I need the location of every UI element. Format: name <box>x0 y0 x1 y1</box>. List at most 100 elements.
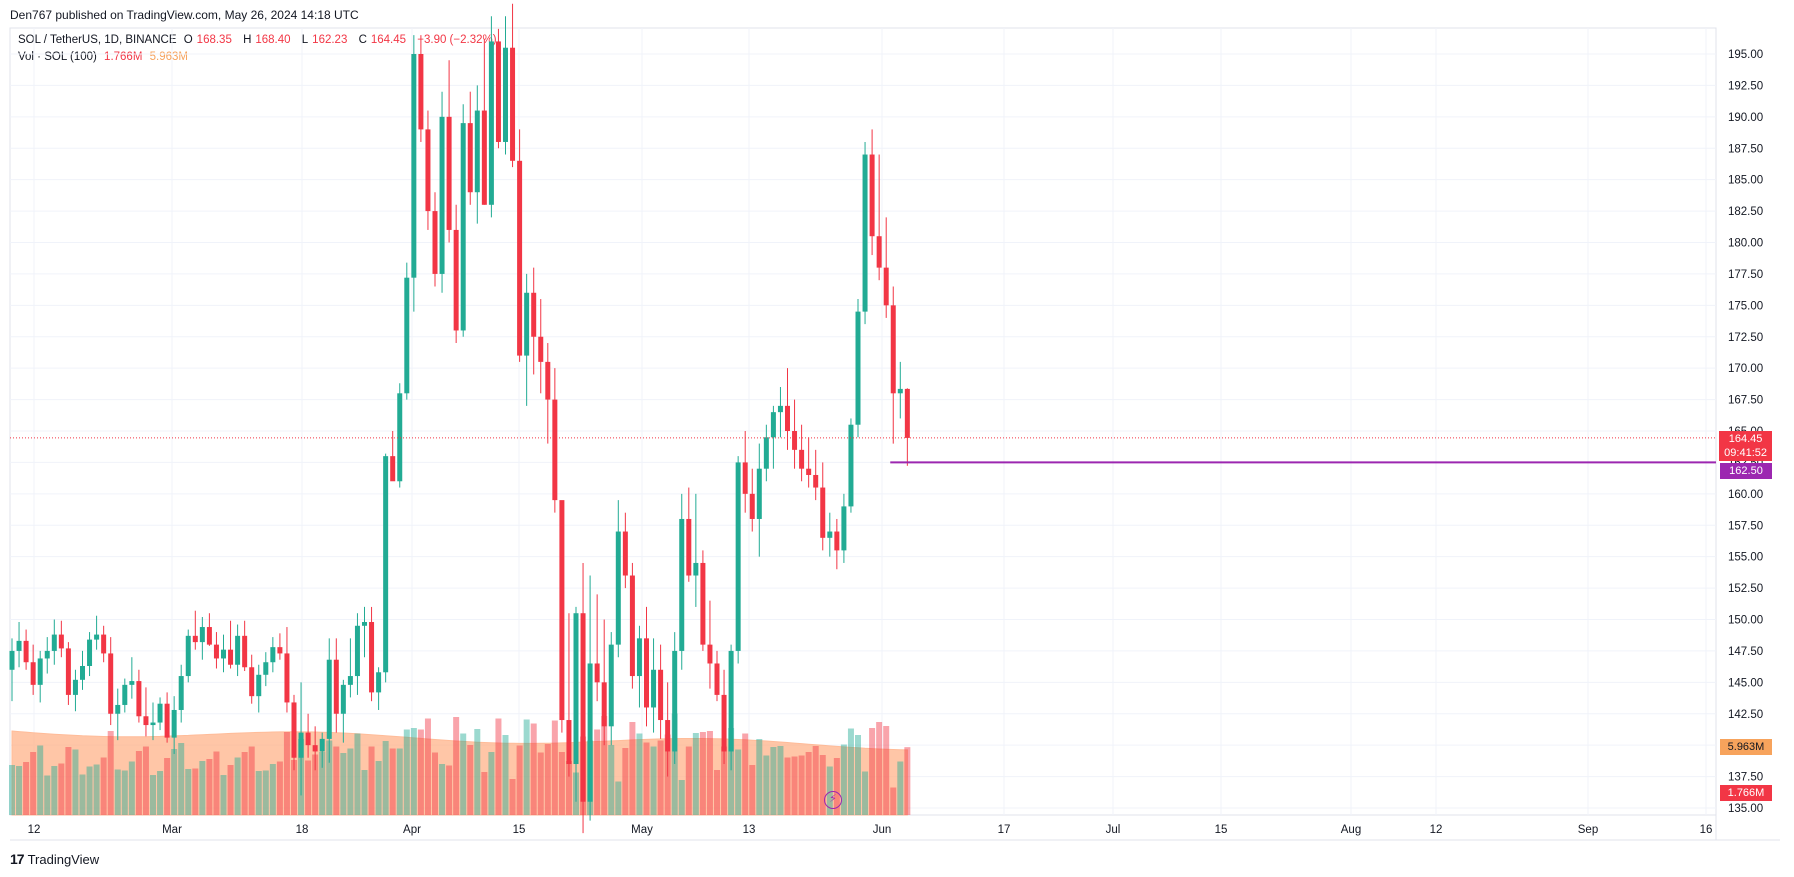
candle-body <box>622 531 628 576</box>
candle-body <box>665 720 671 752</box>
candle-body <box>347 676 353 685</box>
candle-body <box>185 635 191 677</box>
candle-body <box>319 738 325 752</box>
volume-bar <box>319 752 326 815</box>
candle-body <box>693 562 699 576</box>
x-tick-label: 13 <box>743 824 756 836</box>
candle-body <box>672 650 678 752</box>
candle-body <box>517 160 523 356</box>
candle-body <box>848 424 854 507</box>
candle-body <box>298 732 304 758</box>
volume-bar <box>763 755 770 815</box>
candle-body <box>580 613 586 802</box>
volume-bar <box>368 746 375 815</box>
change-value: −3.90 (−2.32%) <box>417 34 497 46</box>
candle-body <box>559 500 565 721</box>
volume-bar <box>558 752 565 815</box>
volume-bar <box>826 766 833 815</box>
volume-bar <box>749 765 756 815</box>
candle-body <box>566 720 572 765</box>
symbol-label[interactable]: SOL / TetherUS, 1D, BINANCE <box>18 34 177 46</box>
volume-bar <box>565 761 572 815</box>
x-tick-label: Aug <box>1341 824 1361 836</box>
candle-body <box>495 41 501 142</box>
candle-body <box>862 154 868 312</box>
candle-body <box>890 305 896 394</box>
candle-body <box>432 211 438 274</box>
volume-bar <box>326 740 333 815</box>
volume-bar <box>417 729 424 815</box>
candle-body <box>65 648 71 695</box>
candle-body <box>531 292 537 337</box>
candle-body <box>164 703 170 738</box>
volume-bar <box>291 760 297 815</box>
candle-body <box>235 635 241 665</box>
plot-frame <box>9 27 1717 816</box>
volume-bar <box>495 718 502 815</box>
volume-bar <box>636 733 643 815</box>
volume-bar <box>347 748 354 815</box>
volume-bar <box>812 746 819 815</box>
volume-bar <box>608 745 615 815</box>
volume-bar <box>481 772 488 815</box>
candle-body <box>538 336 544 362</box>
candle-body <box>721 694 727 752</box>
brand-label: TradingView <box>27 851 100 867</box>
candle-body <box>206 627 212 645</box>
low-value: L 162.23 <box>301 34 348 46</box>
candle-body <box>326 659 332 739</box>
volume-bar <box>30 752 37 815</box>
y-tick-label: 182.50 <box>1728 206 1763 218</box>
x-tick-label: 17 <box>998 824 1011 836</box>
candle-body <box>390 456 396 482</box>
y-tick-label: 180.00 <box>1728 238 1763 250</box>
volume-bar <box>629 722 636 815</box>
y-tick-label: 175.00 <box>1728 300 1763 312</box>
y-tick-label: 185.00 <box>1728 175 1763 187</box>
volume-bar <box>601 716 608 815</box>
candle-body <box>37 658 43 685</box>
volume-bar <box>234 757 241 815</box>
candle-body <box>686 518 692 576</box>
candle-body <box>728 650 734 752</box>
candle-body <box>171 709 177 738</box>
y-tick-label: 170.00 <box>1728 363 1763 375</box>
x-tick-label: Jun <box>873 824 892 836</box>
candle-body <box>383 456 389 673</box>
candle-body <box>263 662 269 675</box>
candle-body <box>305 732 311 746</box>
candle-body <box>108 653 114 714</box>
y-tick-label: 187.50 <box>1728 143 1763 155</box>
volume-bar <box>770 747 777 815</box>
candle-body <box>87 639 93 666</box>
lightning-icon[interactable]: ⚡ <box>824 791 842 809</box>
candle-body <box>651 669 657 708</box>
volume-bar <box>100 757 107 815</box>
candle-body <box>354 625 360 677</box>
candle-body <box>178 676 184 710</box>
x-tick-label: 18 <box>296 824 309 836</box>
volume-bar <box>262 770 269 815</box>
candle-body <box>552 399 558 501</box>
volume-bar <box>798 755 805 815</box>
candle-body <box>777 405 783 413</box>
volume-ma-tag: 5.963M <box>1720 739 1772 755</box>
candle-body <box>770 412 776 438</box>
candle-body <box>143 716 149 726</box>
candle-body <box>897 388 903 394</box>
volume-bar <box>86 766 93 815</box>
candle-body <box>700 562 706 645</box>
candle-body <box>94 634 100 640</box>
candle-body <box>587 663 593 802</box>
volume-bar <box>890 787 897 815</box>
volume-bar <box>699 732 706 815</box>
volume-bar <box>615 781 622 815</box>
candle-body <box>658 669 664 721</box>
volume-bar <box>869 728 876 815</box>
volume-bar <box>523 719 530 815</box>
candle-body <box>9 650 15 670</box>
volume-bar <box>220 775 227 815</box>
volume-bar <box>79 774 86 815</box>
volume-bar <box>354 733 361 815</box>
